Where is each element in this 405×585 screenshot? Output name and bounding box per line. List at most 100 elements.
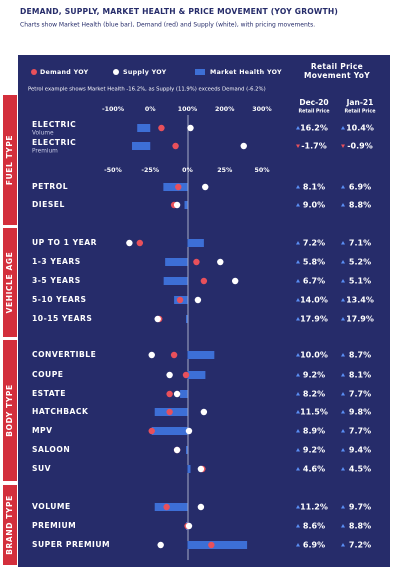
arrow-up bbox=[341, 373, 345, 377]
arrow-up bbox=[296, 185, 300, 189]
arrow-up bbox=[341, 298, 345, 302]
retail-price-value: 8.6% bbox=[303, 522, 325, 531]
retail-price-value: 4.6% bbox=[303, 465, 325, 474]
retail-price-value: 16.2% bbox=[300, 124, 328, 133]
x-tick-label: -25% bbox=[141, 167, 159, 174]
demand-dot bbox=[170, 351, 178, 359]
arrow-up bbox=[296, 410, 300, 414]
section-band bbox=[3, 95, 17, 225]
retail-price-value: 8.8% bbox=[349, 522, 371, 531]
arrow-up bbox=[296, 279, 300, 283]
retail-price-value: 6.9% bbox=[349, 183, 371, 192]
section-band bbox=[3, 485, 17, 565]
arrow-up bbox=[341, 241, 345, 245]
row-label: SALOON bbox=[32, 445, 70, 454]
arrow-up bbox=[296, 373, 300, 377]
demand-dot bbox=[158, 124, 165, 132]
market-health-bar bbox=[187, 371, 206, 379]
demand-dot bbox=[148, 427, 155, 435]
x2-tick-label: 0% bbox=[145, 106, 156, 113]
supply-dot bbox=[217, 258, 224, 266]
retail-price-value: 5.2% bbox=[349, 258, 371, 267]
demand-dot bbox=[176, 296, 184, 304]
retail-price-value: 17.9% bbox=[300, 315, 328, 324]
row-label: UP TO 1 YEAR bbox=[32, 238, 97, 247]
demand-dot bbox=[163, 503, 170, 511]
supply-dot bbox=[173, 390, 181, 398]
demand-dot bbox=[166, 390, 173, 398]
supply-dot bbox=[231, 277, 239, 285]
row-label: DIESEL bbox=[32, 200, 65, 209]
retail-price-value: 9.7% bbox=[349, 503, 371, 512]
market-health-bar bbox=[163, 277, 188, 285]
x-tick-label: -50% bbox=[104, 167, 122, 174]
demand-dot bbox=[208, 541, 215, 549]
arrow-up bbox=[296, 448, 300, 452]
x-tick-label: 0% bbox=[182, 167, 193, 174]
column-header: Jan-21 bbox=[346, 98, 374, 107]
supply-dot bbox=[173, 201, 181, 209]
market-health-bar bbox=[131, 142, 151, 150]
demand-dot bbox=[182, 371, 190, 379]
retail-price-value: 10.0% bbox=[300, 351, 328, 360]
demand-dot bbox=[136, 239, 144, 247]
retail-price-value: 9.2% bbox=[303, 446, 325, 455]
arrow-up bbox=[341, 353, 345, 357]
arrow-up bbox=[341, 410, 345, 414]
retail-price-value: 8.2% bbox=[303, 390, 325, 399]
retail-price-value: 7.7% bbox=[349, 427, 371, 436]
arrow-down bbox=[341, 144, 345, 148]
legend-marker bbox=[113, 69, 119, 75]
arrow-up bbox=[296, 505, 300, 509]
arrow-up bbox=[296, 241, 300, 245]
row-sublabel: Premium bbox=[32, 149, 58, 155]
retail-price-value: 5.1% bbox=[349, 277, 371, 286]
retail-price-value: 6.7% bbox=[303, 277, 325, 286]
annotation: Petrol example shows Market Health -16.2… bbox=[28, 87, 266, 93]
row-label: ELECTRIC bbox=[32, 120, 76, 129]
arrow-up bbox=[341, 524, 345, 528]
arrow-up bbox=[341, 126, 345, 130]
arrow-up bbox=[341, 505, 345, 509]
arrow-up bbox=[296, 260, 300, 264]
arrow-up bbox=[341, 203, 345, 207]
demand-dot bbox=[166, 408, 173, 416]
supply-dot bbox=[126, 239, 133, 247]
market-health-bar bbox=[187, 239, 204, 247]
supply-dot bbox=[185, 522, 193, 530]
row-label: MPV bbox=[32, 426, 53, 435]
arrow-up bbox=[341, 185, 345, 189]
section-label: BODY TYPE bbox=[5, 384, 14, 436]
demand-dot bbox=[193, 258, 200, 266]
x2-tick-label: -100% bbox=[102, 106, 125, 113]
arrow-up bbox=[341, 467, 345, 471]
retail-price-value: 5.8% bbox=[303, 258, 325, 267]
retail-price-value: 11.5% bbox=[300, 408, 328, 417]
market-health-bar bbox=[186, 315, 188, 323]
x-tick-label: 25% bbox=[217, 167, 233, 174]
retail-price-value: 7.7% bbox=[349, 390, 371, 399]
row-label: 1-3 YEARS bbox=[32, 257, 81, 266]
row-label: 10-15 YEARS bbox=[32, 314, 92, 323]
supply-dot bbox=[200, 408, 208, 416]
supply-dot bbox=[202, 183, 209, 191]
retail-price-value: 4.5% bbox=[349, 465, 371, 474]
retail-price-value: 13.4% bbox=[346, 296, 374, 305]
supply-dot bbox=[166, 371, 173, 379]
retail-price-value: 8.7% bbox=[349, 351, 371, 360]
retail-price-value: 10.4% bbox=[346, 124, 374, 133]
retail-price-value: 6.9% bbox=[303, 541, 325, 550]
supply-dot bbox=[154, 315, 161, 323]
retail-price-value: 11.2% bbox=[300, 503, 328, 512]
row-label: SUPER PREMIUM bbox=[32, 540, 110, 549]
arrow-up bbox=[296, 126, 300, 130]
row-label: COUPE bbox=[32, 370, 63, 379]
retail-price-value: 9.8% bbox=[349, 408, 371, 417]
arrow-up bbox=[341, 317, 345, 321]
x2-tick-label: 300% bbox=[252, 106, 272, 113]
supply-dot bbox=[240, 142, 247, 150]
legend-marker bbox=[31, 69, 37, 75]
supply-dot bbox=[173, 446, 181, 454]
arrow-up bbox=[296, 543, 300, 547]
